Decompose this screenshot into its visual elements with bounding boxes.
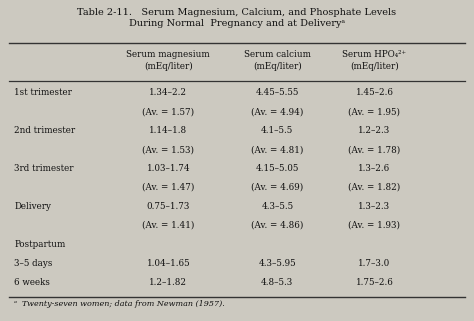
Text: Table 2-11.   Serum Magnesium, Calcium, and Phosphate Levels: Table 2-11. Serum Magnesium, Calcium, an… (77, 8, 397, 17)
Text: 3–5 days: 3–5 days (14, 259, 53, 268)
Text: 1.75–2.6: 1.75–2.6 (356, 278, 393, 287)
Text: (Av. = 1.41): (Av. = 1.41) (142, 221, 194, 230)
Text: Serum HPO₄²⁺: Serum HPO₄²⁺ (342, 50, 407, 59)
Text: Delivery: Delivery (14, 202, 51, 211)
Text: 1.7–3.0: 1.7–3.0 (358, 259, 391, 268)
Text: Serum calcium: Serum calcium (244, 50, 311, 59)
Text: 3rd trimester: 3rd trimester (14, 164, 74, 173)
Text: Serum magnesium: Serum magnesium (127, 50, 210, 59)
Text: 4.45–5.55: 4.45–5.55 (255, 88, 299, 97)
Text: (Av. = 4.81): (Av. = 4.81) (251, 145, 303, 154)
Text: 1.14–1.8: 1.14–1.8 (149, 126, 187, 135)
Text: (Av. = 1.78): (Av. = 1.78) (348, 145, 401, 154)
Text: (Av. = 4.69): (Av. = 4.69) (251, 183, 303, 192)
Text: Postpartum: Postpartum (14, 240, 65, 249)
Text: During Normal  Pregnancy and at Deliveryᵃ: During Normal Pregnancy and at Deliveryᵃ (129, 19, 345, 28)
Text: 1.3–2.6: 1.3–2.6 (358, 164, 391, 173)
Text: (mEq/liter): (mEq/liter) (350, 62, 399, 71)
Text: 1.2–1.82: 1.2–1.82 (149, 278, 187, 287)
Text: 1.04–1.65: 1.04–1.65 (146, 259, 190, 268)
Text: (Av. = 1.47): (Av. = 1.47) (142, 183, 194, 192)
Text: 1.03–1.74: 1.03–1.74 (146, 164, 190, 173)
Text: (Av. = 4.86): (Av. = 4.86) (251, 221, 303, 230)
Text: (Av. = 1.53): (Av. = 1.53) (142, 145, 194, 154)
Text: 2nd trimester: 2nd trimester (14, 126, 75, 135)
Text: (Av. = 4.94): (Av. = 4.94) (251, 107, 303, 116)
Text: (mEq/liter): (mEq/liter) (144, 62, 192, 71)
Text: (Av. = 1.82): (Av. = 1.82) (348, 183, 401, 192)
Text: 4.1–5.5: 4.1–5.5 (261, 126, 293, 135)
Text: 1.45–2.6: 1.45–2.6 (356, 88, 393, 97)
Text: 1st trimester: 1st trimester (14, 88, 72, 97)
Text: 1.3–2.3: 1.3–2.3 (358, 202, 391, 211)
Text: ᵃ  Twenty-seven women; data from Newman (1957).: ᵃ Twenty-seven women; data from Newman (… (14, 300, 225, 308)
Text: 4.3–5.95: 4.3–5.95 (258, 259, 296, 268)
Text: 4.8–5.3: 4.8–5.3 (261, 278, 293, 287)
Text: 1.2–2.3: 1.2–2.3 (358, 126, 391, 135)
Text: 0.75–1.73: 0.75–1.73 (146, 202, 190, 211)
Text: (mEq/liter): (mEq/liter) (253, 62, 301, 71)
Text: (Av. = 1.95): (Av. = 1.95) (348, 107, 401, 116)
Text: 4.15–5.05: 4.15–5.05 (255, 164, 299, 173)
Text: (Av. = 1.57): (Av. = 1.57) (142, 107, 194, 116)
Text: 1.34–2.2: 1.34–2.2 (149, 88, 187, 97)
Text: (Av. = 1.93): (Av. = 1.93) (348, 221, 401, 230)
Text: 4.3–5.5: 4.3–5.5 (261, 202, 293, 211)
Text: 6 weeks: 6 weeks (14, 278, 50, 287)
